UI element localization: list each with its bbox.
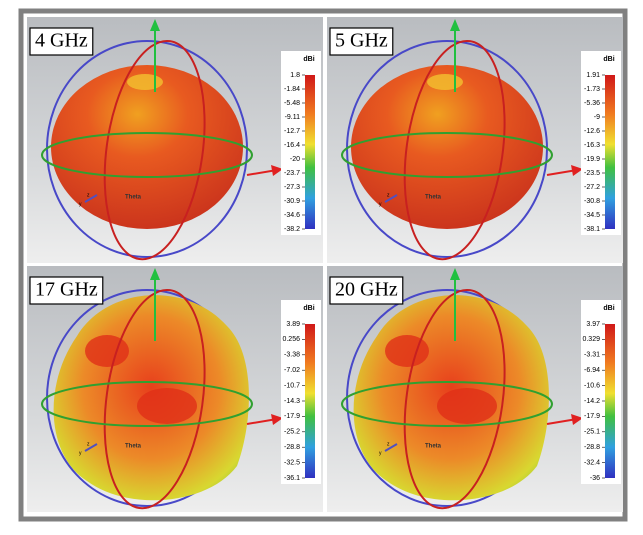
colorbar-tick-label: -23.5	[584, 170, 600, 177]
colorbar-tick-label: -36	[590, 475, 600, 482]
colorbar-tick-label: -12.6	[584, 128, 600, 135]
colorbar	[605, 75, 615, 229]
frequency-label: 4 GHz	[35, 30, 88, 52]
pattern-highlight	[127, 74, 163, 90]
colorbar-tick-label: -17.9	[284, 413, 300, 420]
pattern-lobe	[385, 335, 429, 367]
colorbar-tick-label: -10.6	[584, 382, 600, 389]
colorbar-tick-label: -14.2	[584, 398, 600, 405]
colorbar-tick-label: -23.7	[284, 170, 300, 177]
pattern-lobe	[437, 388, 497, 424]
colorbar-tick-label: -32.5	[284, 459, 300, 466]
colorbar-tick-label: -28.8	[284, 444, 300, 451]
colorbar-tick-label: 3.97	[586, 321, 600, 328]
colorbar-tick-label: -14.3	[284, 398, 300, 405]
colorbar-tick-label: -5.36	[584, 100, 600, 107]
colorbar-tick-label: 1.8	[290, 72, 300, 79]
theta-label: Theta	[125, 444, 142, 450]
frequency-label: 5 GHz	[335, 30, 388, 52]
colorbar-tick-label: -25.2	[284, 429, 300, 436]
theta-label: Theta	[125, 195, 142, 201]
colorbar-tick-label: -25.1	[584, 429, 600, 436]
colorbar	[305, 75, 315, 229]
colorbar-tick-label: -3.38	[284, 352, 300, 359]
colorbar-tick-label: -7.02	[284, 367, 300, 374]
theta-label: Theta	[425, 444, 442, 450]
colorbar-tick-label: -1.84	[284, 86, 300, 93]
colorbar	[605, 324, 615, 478]
theta-label: Theta	[425, 195, 442, 201]
pattern-lobe	[137, 388, 197, 424]
colorbar-unit: dBi	[603, 305, 614, 312]
colorbar-tick-label: -9.11	[285, 114, 301, 121]
colorbar-tick-label: -1.73	[584, 86, 600, 93]
colorbar-tick-label: 0.329	[582, 336, 600, 343]
colorbar-tick-label: -6.94	[584, 367, 600, 374]
colorbar-tick-label: -27.3	[284, 184, 300, 191]
colorbar-unit: dBi	[603, 56, 614, 63]
colorbar-tick-label: -16.3	[584, 142, 600, 149]
colorbar-tick-label: -17.9	[584, 413, 600, 420]
colorbar-tick-label: 1.91	[586, 72, 600, 79]
colorbar-tick-label: -28.8	[584, 444, 600, 451]
colorbar-tick-label: 0.256	[282, 336, 300, 343]
colorbar-tick-label: 3.89	[286, 321, 300, 328]
colorbar-tick-label: -34.5	[584, 212, 600, 219]
colorbar-tick-label: -32.4	[584, 459, 600, 466]
pattern-lobe	[85, 335, 129, 367]
panel: xyzThetaPhidBi1.8-1.84-5.48-9.11-12.7-16…	[27, 17, 323, 266]
colorbar-unit: dBi	[303, 56, 314, 63]
colorbar-tick-label: -30.9	[284, 198, 300, 205]
colorbar-tick-label: -34.6	[284, 212, 300, 219]
colorbar-tick-label: -3.31	[584, 352, 600, 359]
panel: xyzThetaPhidBi3.970.329-3.31-6.94-10.6-1…	[327, 266, 623, 515]
colorbar-tick-label: -30.8	[584, 198, 600, 205]
colorbar-tick-label: -36.1	[284, 475, 300, 482]
colorbar-tick-label: -27.2	[584, 184, 600, 191]
frequency-label: 20 GHz	[335, 279, 398, 301]
pattern-highlight	[427, 74, 463, 90]
figure: xyzThetaPhidBi1.8-1.84-5.48-9.11-12.7-16…	[0, 0, 643, 530]
colorbar-tick-label: -19.9	[584, 156, 600, 163]
panel: xyzThetaPhidBi1.91-1.73-5.36-9-12.6-16.3…	[327, 17, 623, 266]
colorbar-tick-label: -9	[594, 114, 600, 121]
colorbar-tick-label: -16.4	[284, 142, 300, 149]
colorbar-tick-label: -12.7	[284, 128, 300, 135]
colorbar-tick-label: -10.7	[284, 382, 300, 389]
colorbar-unit: dBi	[303, 305, 314, 312]
colorbar-tick-label: -5.48	[284, 100, 300, 107]
colorbar-tick-label: -20	[290, 156, 300, 163]
colorbar	[305, 324, 315, 478]
colorbar-tick-label: -38.1	[584, 226, 600, 233]
panel: xyzThetaPhidBi3.890.256-3.38-7.02-10.7-1…	[27, 266, 323, 515]
frequency-label: 17 GHz	[35, 279, 98, 301]
colorbar-tick-label: -38.2	[284, 226, 300, 233]
